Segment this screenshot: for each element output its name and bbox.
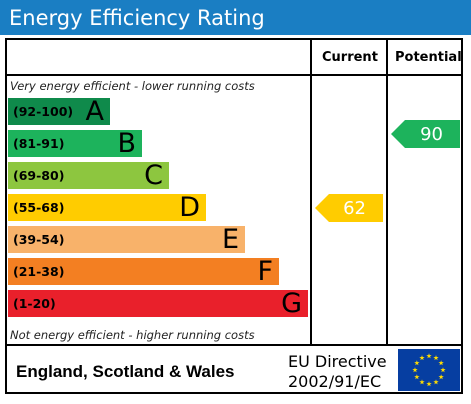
- eu-star: [426, 381, 432, 387]
- eu-star: [438, 360, 444, 366]
- band-e: (39-54) E: [8, 224, 245, 255]
- eu-star: [419, 355, 425, 361]
- directive-line-2: 2002/91/EC: [288, 372, 382, 391]
- potential-arrow-shape: [391, 120, 460, 148]
- band-b: (81-91) B: [8, 128, 142, 159]
- potential-column-header: Potential: [395, 50, 462, 65]
- eu-star: [440, 367, 446, 373]
- band-letter: A: [85, 96, 104, 127]
- rating-table: [5, 38, 463, 394]
- band-letter: C: [144, 160, 163, 191]
- bottom-note: Not energy efficient - higher running co…: [10, 328, 255, 342]
- current-column-header: Current: [322, 50, 378, 65]
- eu-star: [426, 353, 432, 359]
- eu-star: [412, 367, 418, 373]
- potential-rating-value: 90: [420, 124, 443, 145]
- current-rating-value: 62: [343, 198, 366, 219]
- eu-star: [438, 374, 444, 380]
- band-range: (21-38): [13, 264, 65, 279]
- band-a: (92-100) A: [8, 96, 110, 127]
- band-letter: D: [179, 192, 200, 223]
- footer-divider: [5, 344, 463, 346]
- band-range: (1-20): [13, 296, 56, 311]
- band-letter: E: [221, 224, 239, 255]
- band-letter: B: [117, 128, 136, 159]
- current-arrow-shape: [315, 194, 383, 222]
- column-divider-current: [310, 38, 312, 345]
- top-note: Very energy efficient - lower running co…: [10, 79, 255, 93]
- band-range: (69-80): [13, 168, 65, 183]
- eu-star: [414, 360, 420, 366]
- current-rating-arrow: 62: [315, 194, 383, 222]
- directive-line-1: EU Directive: [288, 352, 387, 371]
- footer-region-label: England, Scotland & Wales: [16, 362, 235, 381]
- band-range: (39-54): [13, 232, 65, 247]
- eu-flag-icon: [398, 349, 460, 391]
- title-bar: Energy Efficiency Rating: [0, 0, 471, 35]
- eu-star: [419, 379, 425, 385]
- band-range: (81-91): [13, 136, 65, 151]
- header-divider: [5, 74, 463, 76]
- band-f: (21-38) F: [8, 256, 279, 287]
- band-letter: F: [257, 256, 273, 287]
- potential-rating-arrow: 90: [391, 120, 460, 148]
- band-range: (55-68): [13, 200, 65, 215]
- band-range: (92-100): [13, 104, 74, 119]
- eu-star: [414, 374, 420, 380]
- band-d: (55-68) D: [8, 192, 206, 223]
- page-title: Energy Efficiency Rating: [9, 6, 265, 30]
- band-c: (69-80) C: [8, 160, 169, 191]
- eu-star: [433, 379, 439, 385]
- band-letter: G: [281, 288, 302, 319]
- column-divider-potential: [386, 38, 388, 345]
- band-g: (1-20) G: [8, 288, 308, 319]
- eu-star: [433, 355, 439, 361]
